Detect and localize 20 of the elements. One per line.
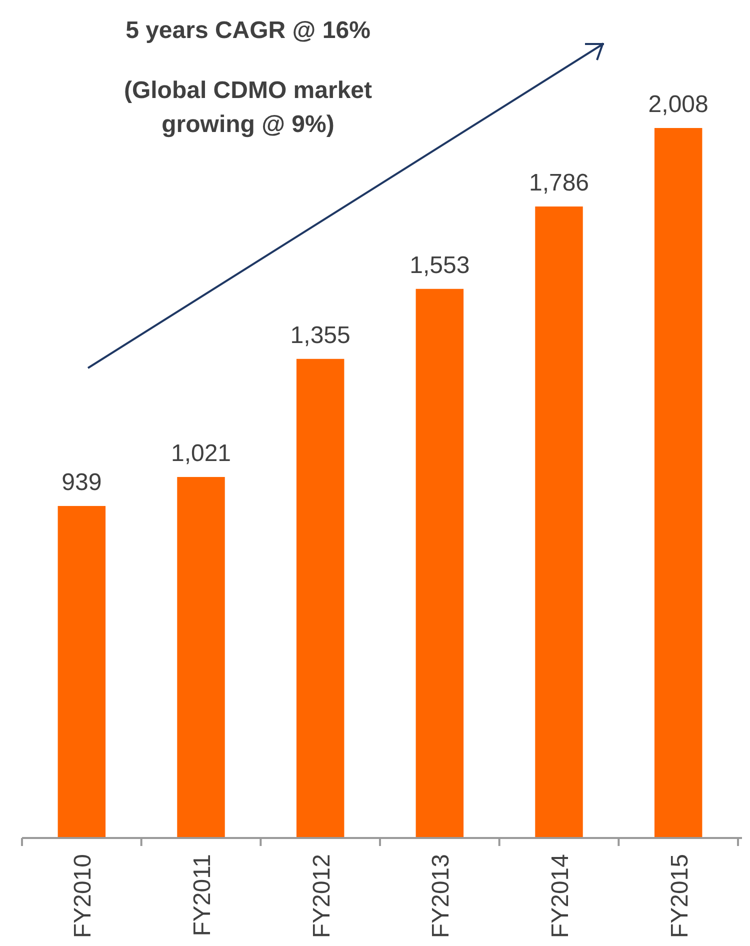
x-tick-label: FY2013: [428, 854, 455, 938]
bar: [535, 206, 583, 838]
data-label: 1,355: [290, 322, 350, 349]
data-label: 1,553: [410, 252, 470, 279]
bar: [654, 128, 702, 838]
x-tick-label: FY2011: [189, 854, 216, 936]
bar: [416, 288, 464, 838]
bar: [177, 476, 225, 838]
x-tick-label: FY2015: [666, 854, 694, 938]
bar: [296, 358, 344, 838]
data-label: 939: [62, 468, 102, 496]
data-label: 1,021: [170, 440, 232, 467]
x-tick-label: FY2014: [547, 854, 574, 938]
text: 5 years CAGR @ 16%: [126, 17, 370, 44]
data-label: 2,008: [648, 91, 708, 118]
annotation: (Global CDMO market growing @ 9%): [124, 77, 372, 138]
x-tick-label: FY2012: [308, 854, 336, 938]
data-label: 1,786: [528, 169, 590, 196]
x-tick-label: FY2010: [70, 854, 97, 938]
bar: [58, 506, 106, 838]
